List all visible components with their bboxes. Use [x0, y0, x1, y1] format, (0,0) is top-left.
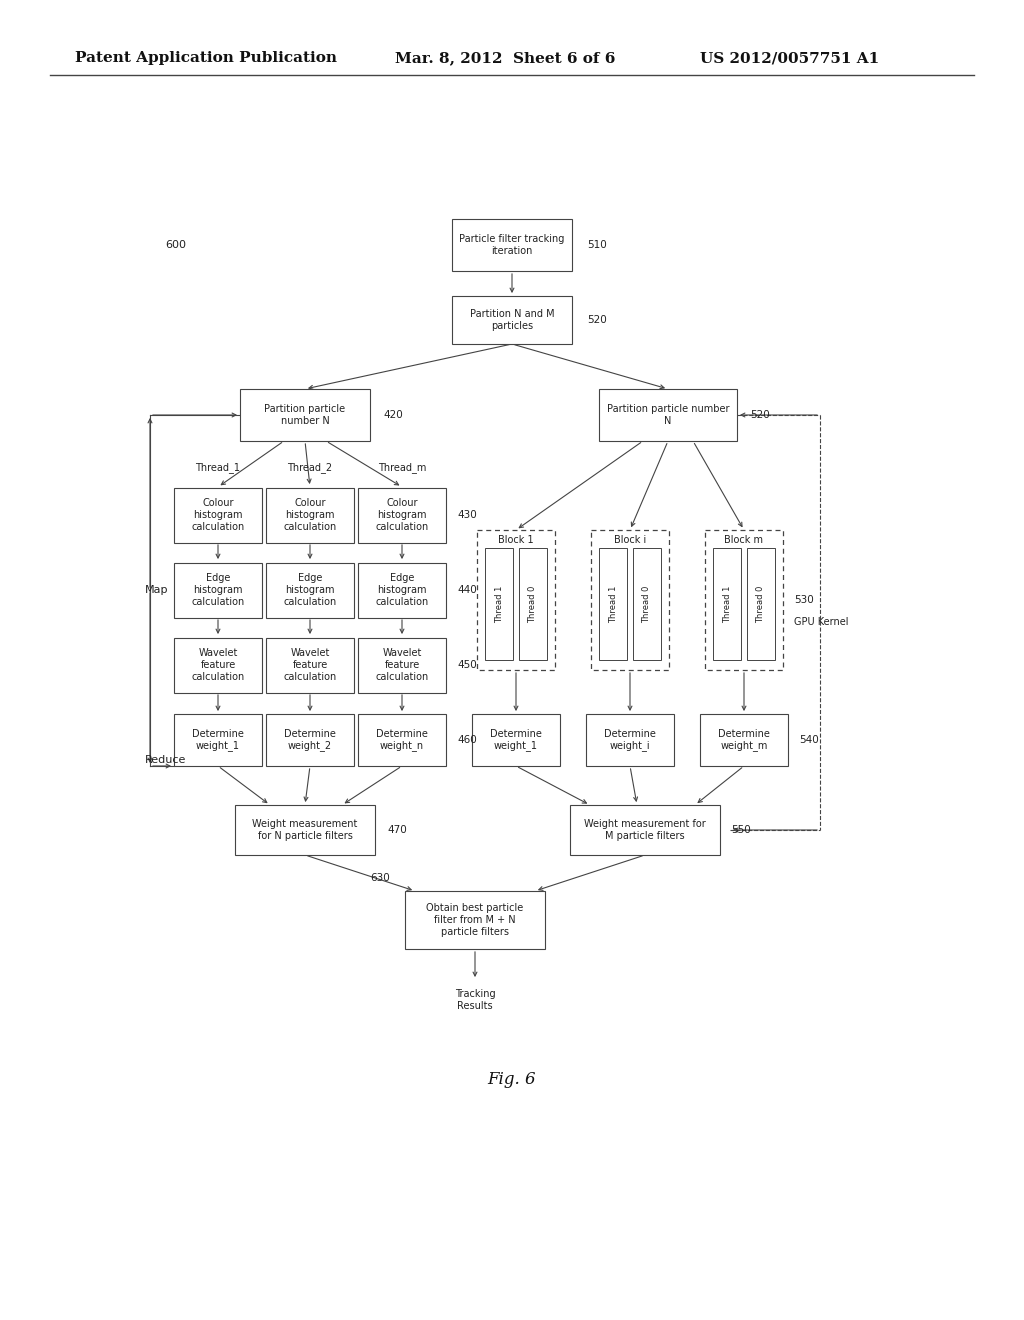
Bar — [358, 562, 446, 618]
Bar — [174, 714, 262, 766]
Bar — [240, 389, 370, 441]
Text: Patent Application Publication: Patent Application Publication — [75, 51, 337, 65]
Text: Determine
weight_1: Determine weight_1 — [490, 729, 542, 751]
Text: Colour
histogram
calculation: Colour histogram calculation — [284, 499, 337, 532]
Bar — [452, 219, 572, 271]
Text: Weight measurement
for N particle filters: Weight measurement for N particle filter… — [252, 820, 357, 841]
Text: Edge
histogram
calculation: Edge histogram calculation — [376, 573, 429, 607]
Bar — [586, 714, 674, 766]
Bar — [700, 714, 788, 766]
Text: Thread_2: Thread_2 — [288, 462, 333, 474]
Text: Reduce: Reduce — [145, 755, 186, 766]
Text: Tracking
Results: Tracking Results — [455, 989, 496, 1011]
Text: Thread 0: Thread 0 — [528, 585, 538, 623]
Text: Edge
histogram
calculation: Edge histogram calculation — [191, 573, 245, 607]
Bar — [266, 638, 354, 693]
Text: Thread 0: Thread 0 — [757, 585, 765, 623]
Bar — [599, 548, 628, 660]
Text: Obtain best particle
filter from M + N
particle filters: Obtain best particle filter from M + N p… — [426, 903, 523, 937]
Text: Thread 1: Thread 1 — [723, 585, 732, 623]
Text: 450: 450 — [457, 660, 477, 671]
Text: 460: 460 — [457, 735, 477, 744]
Text: Block m: Block m — [725, 535, 764, 545]
Text: Determine
weight_1: Determine weight_1 — [193, 729, 244, 751]
Text: 520: 520 — [587, 315, 607, 325]
Text: Weight measurement for
M particle filters: Weight measurement for M particle filter… — [584, 820, 706, 841]
Bar — [705, 531, 783, 671]
Bar — [174, 562, 262, 618]
Text: 540: 540 — [799, 735, 819, 744]
Text: Block i: Block i — [613, 535, 646, 545]
Text: Wavelet
feature
calculation: Wavelet feature calculation — [284, 648, 337, 681]
Text: Determine
weight_m: Determine weight_m — [718, 729, 770, 751]
Text: 530: 530 — [794, 595, 814, 605]
Text: Block 1: Block 1 — [499, 535, 534, 545]
Bar — [452, 296, 572, 345]
Bar — [266, 714, 354, 766]
Bar — [174, 638, 262, 693]
Text: 510: 510 — [587, 240, 607, 249]
Text: 470: 470 — [387, 825, 407, 836]
Bar — [234, 805, 375, 855]
Bar — [266, 487, 354, 543]
Bar — [406, 891, 545, 949]
Text: Determine
weight_i: Determine weight_i — [604, 729, 656, 751]
Bar — [477, 531, 555, 671]
Text: US 2012/0057751 A1: US 2012/0057751 A1 — [700, 51, 880, 65]
Text: 440: 440 — [457, 585, 477, 595]
Bar — [358, 714, 446, 766]
Text: Mar. 8, 2012  Sheet 6 of 6: Mar. 8, 2012 Sheet 6 of 6 — [395, 51, 615, 65]
Text: 630: 630 — [370, 873, 390, 883]
Text: GPU Kernel: GPU Kernel — [794, 616, 849, 627]
Bar — [570, 805, 720, 855]
Text: Thread_m: Thread_m — [378, 462, 426, 474]
Text: Determine
weight_n: Determine weight_n — [376, 729, 428, 751]
Bar — [485, 548, 513, 660]
Bar — [519, 548, 547, 660]
Text: Partition particle number
N: Partition particle number N — [607, 404, 729, 426]
Text: Partition particle
number N: Partition particle number N — [264, 404, 345, 426]
Text: 550: 550 — [731, 825, 751, 836]
Text: Colour
histogram
calculation: Colour histogram calculation — [191, 499, 245, 532]
Text: Particle filter tracking
iteration: Particle filter tracking iteration — [460, 234, 564, 256]
Text: Wavelet
feature
calculation: Wavelet feature calculation — [191, 648, 245, 681]
Text: 520: 520 — [750, 411, 770, 420]
Bar — [266, 562, 354, 618]
Bar — [358, 487, 446, 543]
Text: Thread_1: Thread_1 — [196, 462, 241, 474]
Text: 600: 600 — [165, 240, 186, 249]
Text: Thread 0: Thread 0 — [642, 585, 651, 623]
Bar — [746, 548, 775, 660]
Bar — [599, 389, 737, 441]
Text: Map: Map — [145, 585, 169, 595]
Bar — [713, 548, 741, 660]
Text: Fig. 6: Fig. 6 — [487, 1072, 537, 1089]
Text: 420: 420 — [383, 411, 402, 420]
Bar — [591, 531, 669, 671]
Text: 430: 430 — [457, 510, 477, 520]
Text: Edge
histogram
calculation: Edge histogram calculation — [284, 573, 337, 607]
Bar — [174, 487, 262, 543]
Text: Thread 1: Thread 1 — [495, 585, 504, 623]
Text: Partition N and M
particles: Partition N and M particles — [470, 309, 554, 331]
Bar — [472, 714, 560, 766]
Bar — [358, 638, 446, 693]
Text: Wavelet
feature
calculation: Wavelet feature calculation — [376, 648, 429, 681]
Text: Thread 1: Thread 1 — [608, 585, 617, 623]
Text: Determine
weight_2: Determine weight_2 — [284, 729, 336, 751]
Bar — [633, 548, 660, 660]
Text: Colour
histogram
calculation: Colour histogram calculation — [376, 499, 429, 532]
